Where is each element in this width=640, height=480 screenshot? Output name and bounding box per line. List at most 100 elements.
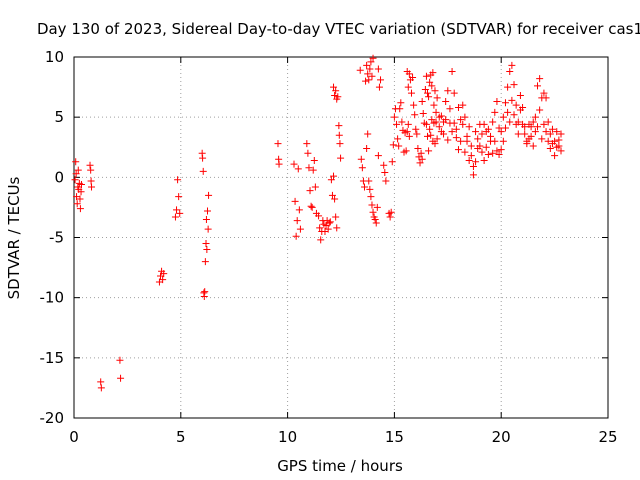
data-point-marker [97, 384, 105, 392]
data-point-marker [410, 101, 418, 109]
data-point-marker [557, 147, 565, 155]
data-point-marker [421, 85, 429, 93]
data-point-marker [501, 99, 509, 107]
data-points [71, 54, 565, 392]
data-point-marker [380, 161, 388, 169]
data-point-marker [381, 169, 389, 177]
data-point-marker [542, 94, 550, 102]
data-point-marker [371, 215, 379, 223]
data-point-marker [425, 147, 433, 155]
data-point-marker [362, 77, 370, 85]
data-point-marker [437, 112, 445, 120]
data-point-marker [442, 116, 450, 124]
data-point-marker [175, 193, 183, 201]
data-point-marker [433, 135, 441, 143]
data-point-marker [546, 130, 554, 138]
data-point-marker [487, 132, 495, 140]
data-point-marker [534, 82, 542, 90]
data-point-marker [374, 152, 382, 160]
data-point-marker [544, 118, 552, 126]
data-point-marker [429, 69, 437, 77]
data-point-marker [325, 219, 333, 227]
data-point-marker [116, 356, 124, 364]
data-point-marker [469, 171, 477, 179]
data-point-marker [369, 208, 377, 216]
data-point-marker [444, 136, 452, 144]
data-point-marker [73, 200, 81, 208]
data-point-marker [463, 137, 471, 145]
data-point-marker [393, 120, 401, 128]
data-point-marker [71, 176, 79, 184]
data-point-marker [440, 130, 448, 138]
data-point-marker [417, 149, 425, 157]
data-point-marker [508, 96, 516, 104]
data-point-marker [555, 136, 563, 144]
data-point-marker [205, 191, 213, 199]
data-point-marker [367, 193, 375, 201]
y-axis-label: SDTVAR / TECUs [5, 176, 23, 299]
data-point-marker [416, 159, 424, 167]
data-point-marker [372, 219, 380, 227]
data-point-marker [397, 99, 405, 107]
data-point-marker [514, 130, 522, 138]
data-point-marker [382, 177, 390, 185]
data-point-marker [333, 224, 341, 232]
data-point-marker [402, 147, 410, 155]
data-point-marker [87, 177, 95, 185]
data-point-marker [330, 172, 338, 180]
data-point-marker [551, 152, 559, 160]
data-point-marker [366, 65, 374, 73]
data-point-marker [476, 142, 484, 150]
data-point-marker [403, 128, 411, 136]
data-point-marker [504, 108, 512, 116]
data-point-marker [448, 67, 456, 75]
data-point-marker [448, 128, 456, 136]
data-point-marker [480, 156, 488, 164]
data-point-marker [386, 213, 394, 221]
data-point-marker [529, 142, 537, 150]
data-point-marker [76, 195, 84, 203]
data-point-marker [97, 378, 105, 386]
data-point-marker [387, 208, 395, 216]
data-point-marker [469, 163, 477, 171]
data-point-marker [398, 118, 406, 126]
data-point-marker [316, 224, 324, 232]
data-point-marker [457, 116, 465, 124]
data-point-marker [461, 113, 469, 121]
data-point-marker [493, 147, 501, 155]
data-point-marker [274, 140, 282, 148]
data-point-marker [491, 137, 499, 145]
data-point-marker [201, 288, 209, 296]
data-point-marker [77, 181, 85, 189]
data-point-marker [478, 130, 486, 138]
data-point-marker [450, 89, 458, 97]
data-point-marker [432, 118, 440, 126]
data-point-marker [465, 123, 473, 131]
data-point-marker [331, 92, 339, 100]
data-point-marker [506, 67, 514, 75]
data-point-marker [512, 120, 520, 128]
data-point-marker [335, 122, 343, 130]
data-point-marker [431, 140, 439, 148]
data-point-marker [452, 134, 460, 142]
data-point-marker [536, 75, 544, 83]
data-point-marker [457, 137, 465, 145]
data-point-marker [489, 118, 497, 126]
data-point-marker [404, 83, 412, 91]
data-point-marker [311, 183, 319, 191]
y-tick-label: 10 [45, 48, 64, 66]
data-point-marker [454, 104, 462, 112]
data-point-marker [363, 144, 371, 152]
data-point-marker [411, 111, 419, 119]
data-point-marker [495, 124, 503, 132]
data-point-marker [335, 131, 343, 139]
x-tick-label: 5 [176, 428, 186, 446]
data-point-marker [395, 142, 403, 150]
data-point-marker [202, 240, 210, 248]
data-point-marker [476, 120, 484, 128]
data-point-marker [374, 65, 382, 73]
data-point-marker [296, 225, 304, 233]
data-point-marker [87, 166, 95, 174]
data-point-marker [204, 207, 211, 215]
